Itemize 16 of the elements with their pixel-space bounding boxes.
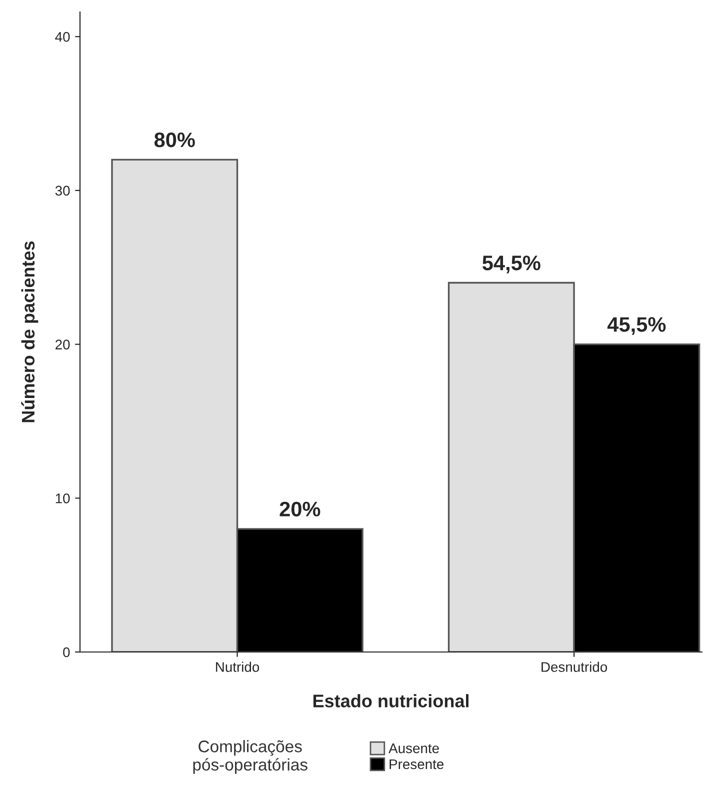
legend-label: Ausente xyxy=(388,744,439,754)
y-tick-label: 40 xyxy=(55,32,70,42)
y-tick-label: 30 xyxy=(55,186,70,196)
annotation: 20% xyxy=(280,502,320,516)
y-axis-title: Número de pacientes xyxy=(21,241,38,422)
annotation: 54,5% xyxy=(482,256,540,274)
annotation: 45,5% xyxy=(607,317,666,335)
legend-label: Presente xyxy=(390,759,444,770)
x-tick-label: Nutrido xyxy=(216,662,260,672)
legend-title: Complicações pós-operatórias xyxy=(193,740,308,774)
x-tick-label: Desnutrido xyxy=(542,662,608,672)
y-tick-label: 10 xyxy=(56,493,70,504)
annotation: 80% xyxy=(154,132,195,148)
x-axis-title: Estado nutricional xyxy=(313,694,468,708)
y-tick-label: 20 xyxy=(56,340,70,350)
y-tick-label: 0 xyxy=(63,647,70,658)
